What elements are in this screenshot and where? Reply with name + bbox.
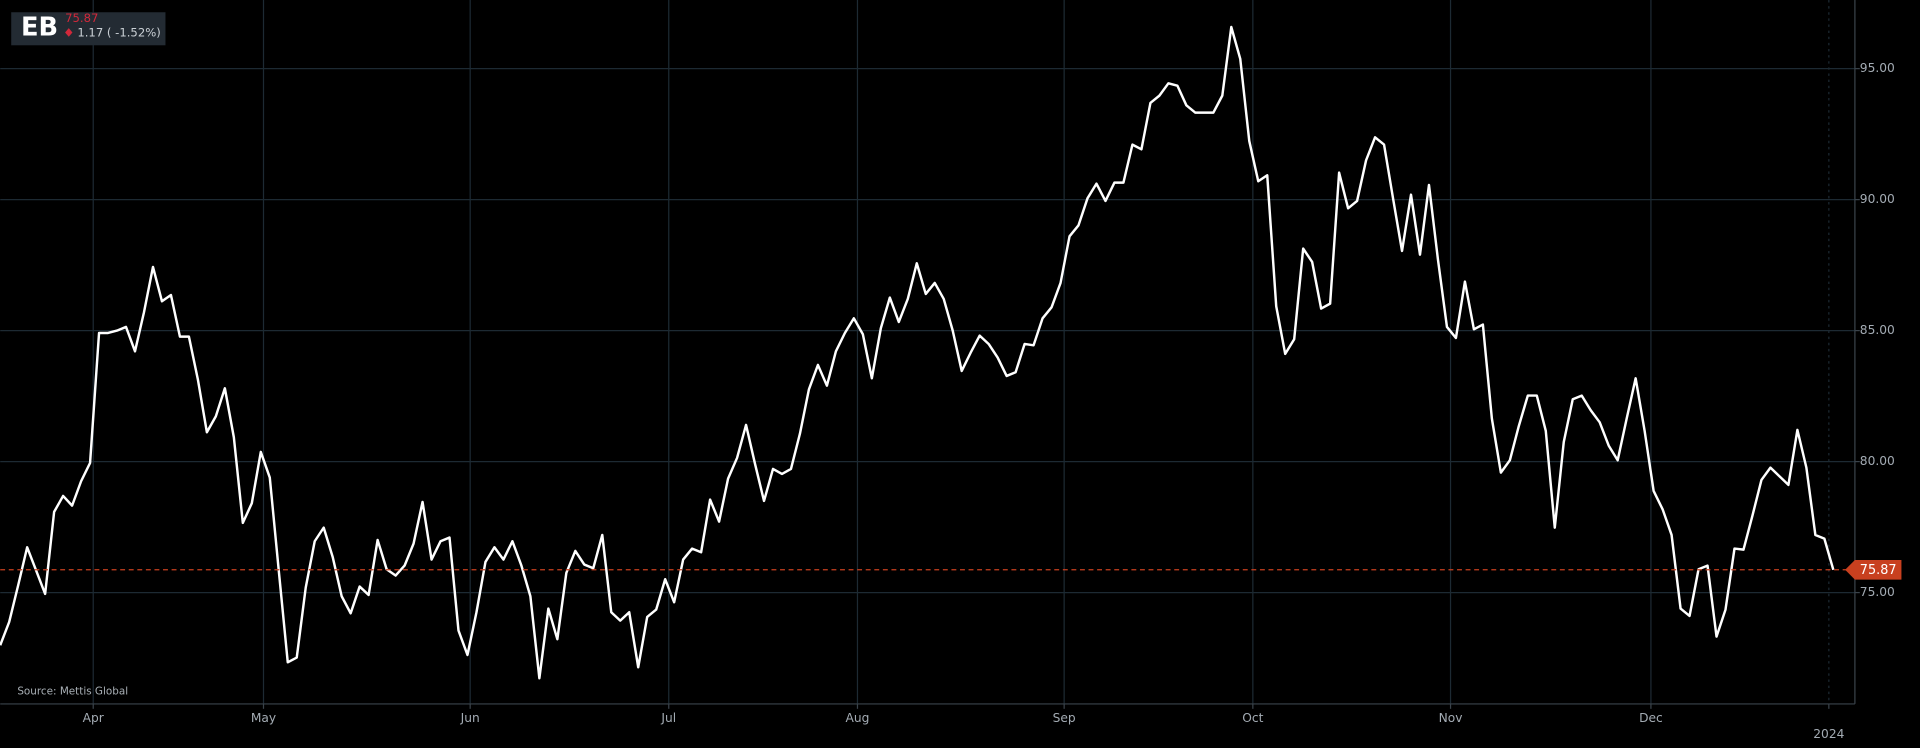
x-tick-label: Jul	[660, 711, 676, 725]
x-tick-label: Apr	[83, 711, 105, 725]
x-tick-label: Aug	[846, 711, 870, 725]
x-tick-label: May	[251, 711, 276, 725]
x-tick-label: Oct	[1242, 711, 1263, 725]
y-tick-label: 95.00	[1860, 61, 1895, 75]
ticker: EB	[21, 13, 58, 43]
price-line	[0, 25, 1835, 680]
ticker-box: EB 75.87 1.17 ( -1.52%)	[11, 11, 166, 46]
last-price-label: 75.87	[1860, 563, 1897, 578]
x-tick-label: 2024	[1813, 727, 1844, 741]
x-tick-label: Sep	[1053, 711, 1076, 725]
grid	[0, 0, 1855, 704]
source: Source: Mettis Global	[17, 686, 128, 698]
y-tick-label: 80.00	[1860, 454, 1895, 468]
x-tick-label: Jun	[460, 711, 480, 725]
plot-area	[0, 25, 1855, 680]
ticker-background	[11, 12, 166, 46]
y-tick-label: 75.00	[1860, 585, 1895, 599]
x-tick-label: Nov	[1439, 711, 1463, 725]
x-tick-label: Dec	[1639, 711, 1663, 725]
last-price: 75.87	[65, 11, 98, 25]
y-tick-label: 90.00	[1860, 192, 1895, 206]
last-price-badge	[1845, 560, 1902, 580]
change: 1.17 ( -1.52%)	[77, 26, 160, 40]
down-icon	[65, 28, 73, 37]
y-tick-label: 85.00	[1860, 323, 1895, 337]
